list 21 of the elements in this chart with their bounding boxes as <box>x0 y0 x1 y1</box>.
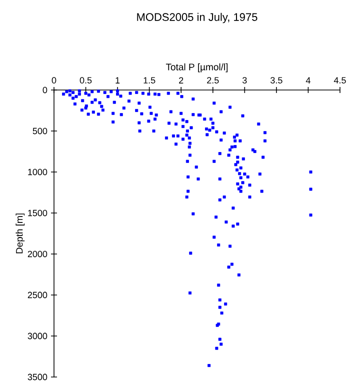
x-tick-label: 0.5 <box>80 77 92 84</box>
x-tick-label: 1.5 <box>144 77 156 84</box>
x-tick-label: 3 <box>242 77 247 84</box>
y-tick-label: 0 <box>42 86 48 94</box>
y-tick-label: 3000 <box>28 332 48 340</box>
y-axis-title: Depth [m] <box>16 214 25 254</box>
y-tick-label: 1500 <box>28 210 48 216</box>
x-tick-label: 1 <box>116 77 120 84</box>
x-tick-label: 0 <box>52 77 56 84</box>
x-tick-label: 3.5 <box>270 77 282 84</box>
y-tick-label: 2500 <box>28 292 48 298</box>
x-axis-title: Total P [µmol/l] <box>166 63 228 72</box>
y-tick-label: 1000 <box>28 168 48 176</box>
x-tick-label: 4.5 <box>334 77 346 84</box>
x-tick-label: 4 <box>306 77 310 84</box>
x-tick-label: 2 <box>179 77 184 84</box>
y-tick-label: 500 <box>32 128 48 134</box>
y-tick-label: 2000 <box>28 250 48 258</box>
x-tick-label: 2.5 <box>207 77 219 84</box>
y-tick-label: 3500 <box>28 374 48 380</box>
chart-title: MODS2005 in July, 1975 <box>137 12 258 24</box>
